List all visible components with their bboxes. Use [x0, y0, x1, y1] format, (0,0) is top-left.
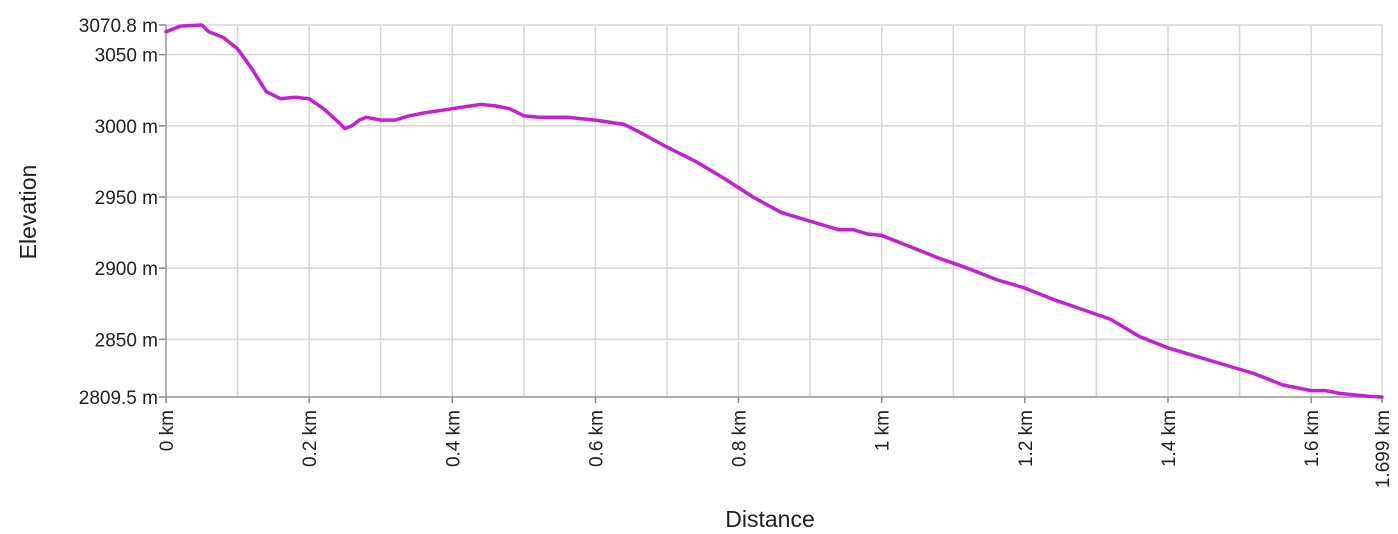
x-tick-label: 1 km — [873, 410, 894, 451]
grid — [165, 24, 1383, 398]
x-tick-label: 1.6 km — [1302, 410, 1323, 467]
x-tick-label: 0.2 km — [300, 410, 321, 467]
x-tick-label: 0.6 km — [586, 410, 607, 467]
y-tick-label: 3050 m — [95, 46, 158, 67]
x-tick-label: 1.2 km — [1016, 410, 1037, 467]
elevation-series-line — [164, 23, 1384, 399]
y-tick-label: 2900 m — [95, 259, 158, 280]
y-tick-label: 2850 m — [95, 330, 158, 351]
x-tick-label: 0.4 km — [443, 410, 464, 467]
x-tick-label: 0.8 km — [730, 410, 751, 467]
y-tick-labels: 3070.8 m 3050 m 3000 m 2950 m 2900 m 2850 m 28… — [79, 16, 158, 409]
x-tick-label: 1.4 km — [1159, 410, 1180, 467]
y-tick-label: 2950 m — [95, 188, 158, 209]
y-tick-label: 3000 m — [95, 117, 158, 138]
x-axis-title: Distance — [725, 506, 814, 532]
axes — [159, 24, 1383, 403]
series-layer — [164, 23, 1384, 399]
y-tick-label: 2809.5 m — [79, 388, 158, 409]
x-tick-label: 1.699 km — [1373, 410, 1394, 488]
y-tick-label: 3070.8 m — [79, 16, 158, 37]
x-tick-label: 0 km — [157, 410, 178, 451]
y-axis-title: Elevation — [15, 165, 41, 260]
x-tick-labels: 0 km 0.2 km 0.4 km 0.6 km 0.8 km 1 km 1.2 km 1.… — [157, 410, 1394, 488]
